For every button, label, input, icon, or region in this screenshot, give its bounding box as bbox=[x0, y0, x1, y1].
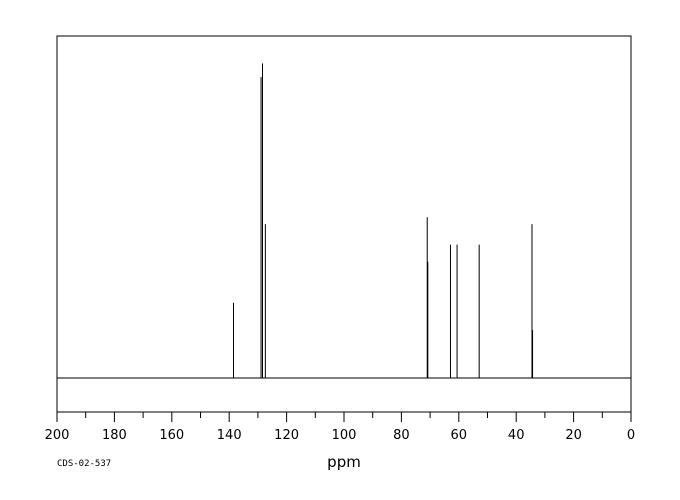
x-tick-label-200: 200 bbox=[45, 428, 70, 443]
x-tick-label-20: 20 bbox=[565, 428, 582, 443]
x-tick-label-160: 160 bbox=[159, 428, 184, 443]
x-tick-label-140: 140 bbox=[217, 428, 242, 443]
plot-frame bbox=[56, 35, 632, 413]
x-axis-ticks bbox=[56, 412, 632, 422]
x-tick-label-40: 40 bbox=[508, 428, 525, 443]
x-tick-label-180: 180 bbox=[102, 428, 127, 443]
peak-group bbox=[233, 63, 534, 378]
x-tick-label-0: 0 bbox=[627, 428, 635, 443]
sample-code-label: CDS-02-537 bbox=[57, 459, 111, 469]
x-tick-label-100: 100 bbox=[332, 428, 357, 443]
x-tick-label-120: 120 bbox=[274, 428, 299, 443]
x-axis-tick-labels: 200 180 160 140 120 100 80 60 40 20 0 bbox=[45, 428, 636, 443]
x-tick-label-80: 80 bbox=[393, 428, 410, 443]
x-tick-label-60: 60 bbox=[451, 428, 468, 443]
x-axis-title: ppm bbox=[327, 453, 361, 471]
